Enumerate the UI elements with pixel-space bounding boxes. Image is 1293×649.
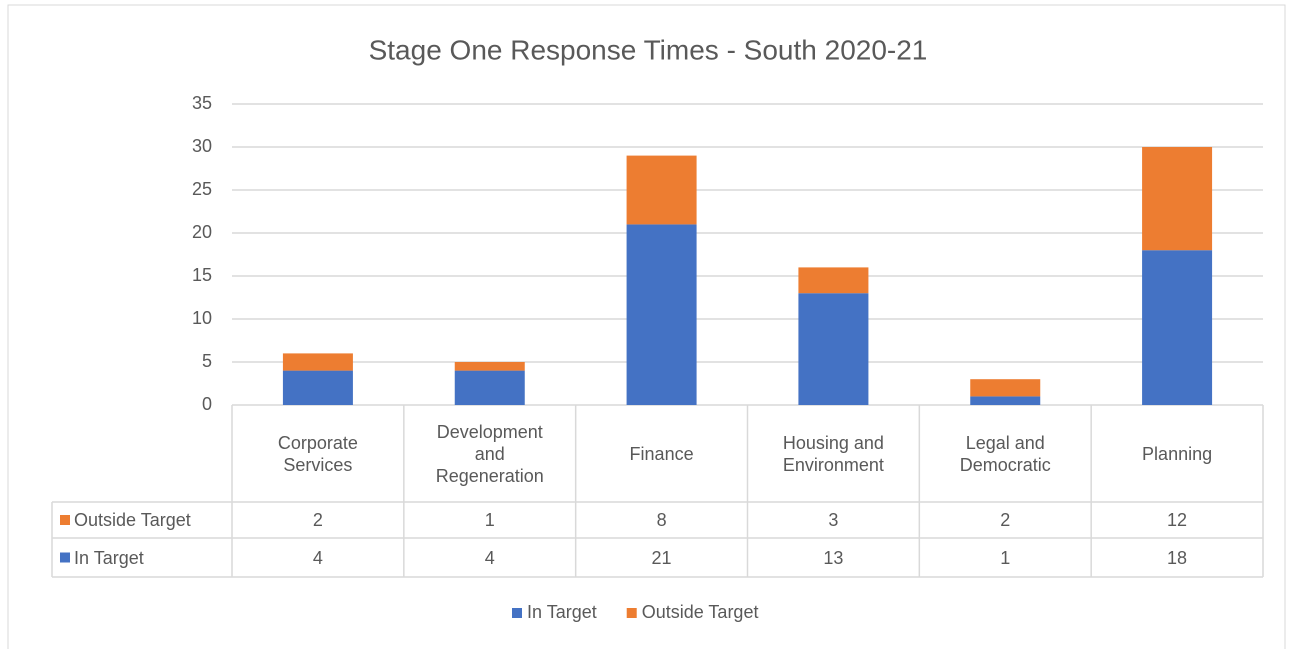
x-tick-label: Development and Regeneration [435, 421, 544, 486]
y-tick-label: 10 [192, 308, 212, 328]
y-tick-label: 30 [192, 136, 212, 156]
table-row-header: In Target [74, 547, 144, 568]
table-cell: 21 [651, 547, 672, 568]
table-cell: 13 [823, 547, 844, 568]
legend-key [512, 608, 522, 618]
legend-label: Outside Target [642, 602, 759, 622]
bar-segment [282, 353, 353, 371]
table-cell: 4 [484, 547, 495, 568]
table-legend-key [60, 515, 70, 525]
bar-segment [970, 396, 1041, 405]
x-tick-label: Legal and Democratic [959, 432, 1051, 475]
bar-segment [1142, 147, 1213, 251]
y-tick-label: 25 [192, 179, 212, 199]
chart-title: Stage One Response Times - South 2020-21 [369, 34, 928, 65]
bar-segment [1142, 250, 1213, 405]
table-cell: 1 [484, 510, 495, 530]
bar-segment [454, 362, 525, 371]
table-cell: 18 [1167, 547, 1188, 568]
table-cell: 3 [828, 510, 839, 530]
bar-segment [798, 267, 869, 294]
bar-segment [454, 370, 525, 405]
table-cell: 2 [312, 510, 323, 530]
x-tick-label: Housing and Environment [782, 432, 884, 475]
y-tick-label: 5 [202, 351, 212, 371]
bar-segment [282, 370, 353, 405]
bar-segment [970, 379, 1041, 397]
table-cell: 8 [656, 510, 667, 530]
legend-label: In Target [527, 602, 597, 622]
legend-key [626, 608, 637, 618]
table-legend-key [60, 552, 70, 563]
table-cell: 12 [1167, 510, 1188, 530]
table-cell: 1 [1000, 547, 1011, 568]
x-tick-label: Finance [629, 443, 694, 464]
y-tick-label: 0 [202, 394, 212, 414]
bar-segment [798, 293, 869, 405]
table-cell: 4 [312, 547, 323, 568]
bar-segment [626, 224, 697, 405]
table-row-header: Outside Target [74, 510, 191, 530]
y-tick-label: 15 [192, 265, 212, 285]
table-cell: 2 [1000, 510, 1011, 530]
x-tick-label: Corporate Services [277, 432, 358, 475]
y-tick-label: 20 [192, 222, 212, 242]
y-tick-label: 35 [192, 93, 212, 113]
bar-segment [626, 155, 697, 225]
x-tick-label: Planning [1142, 443, 1213, 464]
